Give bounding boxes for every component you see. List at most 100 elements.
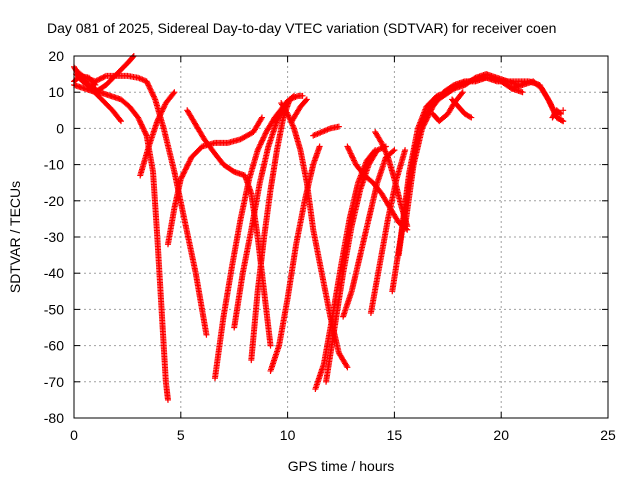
y-tick-label: 0 — [56, 120, 64, 136]
data-point — [135, 115, 142, 122]
data-point — [256, 142, 263, 149]
y-tick-label: -20 — [44, 193, 64, 209]
series-arc-26 — [449, 96, 475, 121]
data-point — [257, 141, 264, 148]
data-point — [150, 93, 157, 100]
data-point — [148, 89, 155, 96]
x-tick-label: 15 — [387, 427, 403, 443]
data-point — [180, 170, 187, 177]
data-point — [146, 83, 153, 90]
data-point — [170, 90, 177, 97]
data-point — [158, 109, 165, 116]
data-point — [343, 363, 350, 370]
data-point — [135, 114, 142, 121]
data-point — [423, 117, 430, 124]
data-point — [142, 131, 149, 138]
x-tick-label: 0 — [70, 427, 78, 443]
data-point — [350, 156, 357, 163]
data-point — [151, 95, 158, 102]
data-point — [183, 163, 190, 170]
data-point — [258, 114, 265, 121]
data-point — [302, 97, 309, 104]
data-point — [344, 143, 351, 150]
data-point — [157, 111, 164, 118]
data-point — [149, 90, 156, 97]
data-point — [136, 117, 143, 124]
data-point — [179, 172, 186, 179]
data-point — [428, 106, 435, 113]
data-point — [181, 167, 188, 174]
data-point — [142, 129, 149, 136]
data-point — [349, 154, 356, 161]
data-point — [95, 76, 102, 83]
data-point — [139, 122, 146, 129]
data-point — [255, 145, 262, 152]
data-point — [259, 135, 266, 142]
data-point — [299, 92, 306, 99]
data-point — [129, 54, 136, 61]
data-point — [137, 120, 144, 127]
data-point — [391, 147, 398, 154]
chart-title: Day 081 of 2025, Sidereal Day-to-day VTE… — [47, 20, 556, 36]
data-point — [144, 79, 151, 86]
series-arc-29 — [560, 107, 567, 114]
data-point — [421, 119, 428, 126]
x-tick-label: 20 — [493, 427, 509, 443]
data-point — [147, 86, 154, 93]
data-point — [140, 125, 147, 132]
series-arc-17 — [323, 143, 389, 385]
series-arc-12 — [267, 143, 323, 374]
data-point — [402, 147, 409, 154]
data-point — [347, 149, 354, 156]
series-arc-5 — [73, 67, 210, 338]
data-point — [254, 147, 261, 154]
data-point — [154, 116, 161, 123]
data-point — [159, 107, 166, 114]
data-point — [186, 158, 193, 165]
data-point — [161, 102, 168, 109]
data-point — [156, 112, 163, 119]
data-point — [345, 144, 352, 151]
data-point — [179, 173, 186, 180]
data-point — [139, 124, 146, 131]
data-point — [459, 89, 466, 96]
x-tick-label: 5 — [177, 427, 185, 443]
series-arc-28 — [549, 107, 565, 121]
data-point — [423, 115, 430, 122]
data-point — [156, 113, 163, 120]
data-point — [178, 174, 185, 181]
data-point — [273, 118, 280, 125]
data-point — [259, 137, 266, 144]
data-point — [148, 88, 155, 95]
data-point — [141, 128, 148, 135]
data-point — [390, 148, 397, 155]
data-point — [261, 133, 268, 140]
data-point — [419, 124, 426, 131]
data-point — [467, 113, 474, 120]
data-point — [97, 75, 104, 82]
data-point — [154, 118, 161, 125]
data-point — [346, 147, 353, 154]
data-point — [519, 89, 526, 96]
data-point — [425, 113, 432, 120]
data-point — [138, 121, 145, 128]
data-point — [560, 118, 567, 125]
data-point — [93, 77, 100, 84]
data-point — [203, 331, 210, 338]
data-point — [140, 127, 147, 134]
data-point — [261, 131, 268, 138]
data-point — [560, 107, 567, 114]
data-point — [350, 157, 357, 164]
data-point — [258, 115, 265, 122]
y-tick-label: -60 — [44, 338, 64, 354]
data-point — [458, 90, 465, 97]
data-point — [427, 107, 434, 114]
data-point — [143, 78, 150, 85]
grid-lines — [74, 56, 608, 418]
y-tick-label: -70 — [44, 374, 64, 390]
data-point — [419, 125, 426, 132]
y-tick-label: -80 — [44, 410, 64, 426]
series-arc-24 — [402, 74, 567, 230]
data-point — [422, 118, 429, 125]
